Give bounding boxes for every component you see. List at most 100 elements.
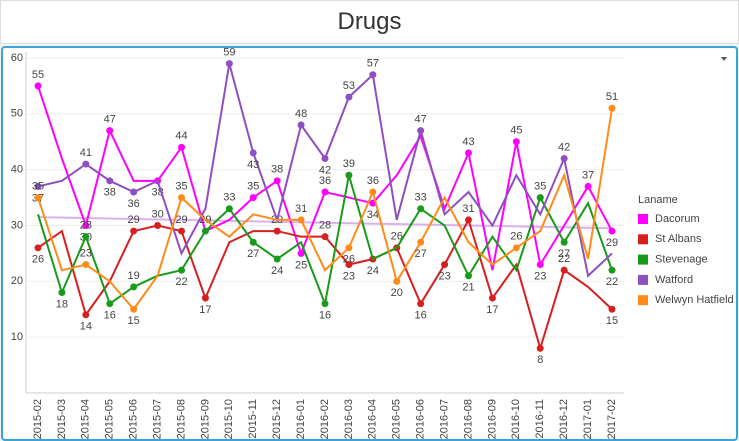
data-point [465, 216, 472, 224]
data-label: 17 [486, 304, 498, 316]
data-point [130, 283, 138, 291]
data-label: 44 [175, 130, 187, 142]
data-point [34, 182, 42, 190]
data-point [154, 222, 162, 229]
data-point [82, 160, 90, 168]
data-label: 16 [104, 310, 116, 322]
data-point [560, 238, 568, 246]
data-point [130, 227, 138, 235]
data-label: 43 [247, 159, 259, 171]
data-point [82, 233, 90, 241]
data-point [488, 294, 496, 302]
data-point [273, 177, 281, 185]
data-label: 47 [104, 113, 116, 125]
data-label: 18 [56, 298, 68, 310]
data-label: 23 [534, 270, 546, 282]
data-point [345, 261, 353, 269]
data-label: 28 [80, 220, 92, 232]
x-tick-label: 2015-11 [247, 399, 259, 439]
x-tick-label: 2015-04 [80, 399, 92, 439]
data-label: 24 [367, 265, 379, 277]
data-point [560, 266, 568, 274]
data-label: 35 [247, 180, 259, 192]
data-point [536, 344, 544, 352]
chart-panel [1, 46, 738, 441]
x-tick-label: 2016-06 [415, 399, 427, 439]
x-tick-label: 2016-03 [343, 399, 355, 439]
data-point [106, 300, 114, 308]
data-label: 23 [343, 270, 355, 282]
x-tick-label: 2015-02 [32, 399, 44, 439]
y-tick-label: 10 [11, 331, 23, 343]
data-label: 24 [271, 265, 283, 277]
menu-arrow[interactable] [721, 57, 727, 61]
data-point [560, 155, 568, 162]
data-point [417, 205, 425, 213]
data-point [178, 194, 185, 202]
data-point [249, 238, 257, 246]
data-label: 39 [343, 158, 355, 170]
data-label: 38 [271, 164, 283, 176]
data-point [178, 266, 185, 274]
data-label: 22 [558, 253, 570, 265]
x-tick-label: 2017-02 [606, 399, 618, 439]
legend-swatch [638, 254, 648, 265]
data-point [82, 311, 90, 319]
data-point [536, 194, 544, 202]
y-tick-label: 50 [11, 108, 23, 120]
trend-line [37, 216, 613, 230]
data-label: 42 [319, 164, 331, 176]
data-point [106, 177, 114, 185]
data-point [178, 227, 185, 235]
data-point [130, 188, 138, 196]
data-label: 59 [223, 46, 235, 58]
data-point [225, 205, 233, 213]
x-tick-label: 2016-12 [558, 399, 570, 439]
x-tick-label: 2016-08 [462, 399, 474, 439]
series-line [37, 108, 613, 311]
data-label: 15 [128, 315, 140, 327]
data-point [345, 244, 353, 252]
data-point [608, 104, 616, 112]
data-label: 19 [128, 270, 140, 282]
data-point [297, 249, 305, 257]
data-label: 21 [462, 282, 474, 294]
legend-swatch [638, 274, 648, 285]
data-label: 42 [558, 141, 570, 153]
data-point [249, 149, 257, 157]
data-point [130, 305, 138, 313]
data-label: 43 [462, 136, 474, 148]
data-label: 26 [391, 231, 403, 243]
data-label: 31 [295, 203, 307, 215]
data-label: 36 [367, 175, 379, 187]
data-label: 26 [32, 254, 44, 266]
data-label: 38 [104, 187, 116, 199]
data-point [465, 272, 472, 280]
data-label: 29 [128, 214, 140, 226]
x-tick-label: 2016-09 [486, 399, 498, 439]
x-tick-label: 2015-05 [104, 399, 116, 439]
data-point [106, 127, 114, 135]
x-tick-label: 2016-11 [534, 399, 546, 439]
data-point [584, 182, 592, 190]
data-point [82, 222, 90, 229]
data-point [249, 194, 257, 202]
data-label: 26 [510, 231, 522, 243]
data-label: 15 [606, 315, 618, 327]
data-label: 25 [295, 259, 307, 271]
data-label: 31 [462, 203, 474, 215]
legend-swatch [638, 295, 648, 306]
data-label: 28 [319, 220, 331, 232]
data-point [321, 188, 329, 196]
data-label: 23 [80, 247, 92, 259]
data-label: 33 [223, 192, 235, 204]
data-point [512, 138, 520, 146]
x-tick-label: 2015-09 [199, 399, 211, 439]
data-label: 14 [80, 321, 92, 333]
data-point [34, 82, 42, 90]
x-tick-label: 2016-02 [319, 399, 331, 439]
legend-label: Watford [655, 274, 693, 286]
x-tick-label: 2017-01 [582, 399, 594, 439]
data-point [178, 143, 185, 151]
x-tick-label: 2016-01 [295, 399, 307, 439]
